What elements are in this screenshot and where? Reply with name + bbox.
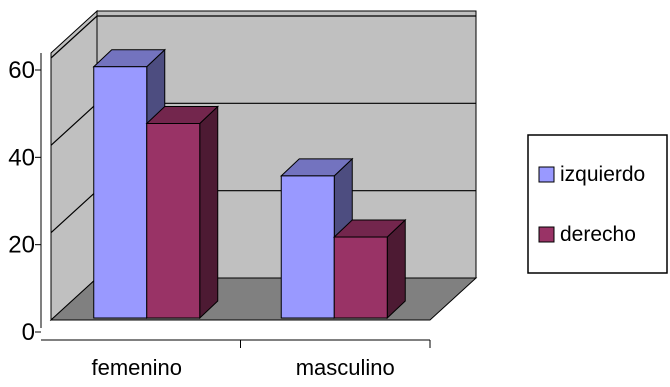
bar-femenino-izquierdo [93, 66, 148, 319]
y-tick-label: 60 [8, 57, 35, 84]
bar-masculino-izquierdo [280, 175, 335, 319]
bar-side [199, 105, 219, 320]
x-category-label: masculino [296, 355, 395, 380]
legend-swatch-izquierdo [538, 166, 555, 183]
bar-masculino-derecho [333, 236, 388, 319]
legend-swatch-derecho [538, 226, 555, 243]
side-wall [50, 9, 98, 322]
y-tick-label: 20 [8, 232, 35, 259]
y-tick-label: 40 [8, 144, 35, 171]
x-category-labels: femenino masculino [91, 355, 394, 380]
y-tick-label: 0 [22, 319, 35, 346]
legend-label-derecho: derecho [560, 223, 636, 246]
legend-label-izquierdo: izquierdo [560, 163, 645, 186]
y-tick-labels: 0 20 40 60 [8, 57, 35, 346]
gridline [50, 15, 476, 59]
bars [92, 48, 407, 320]
bar-femenino-derecho [146, 123, 201, 319]
x-category-label: femenino [91, 355, 182, 380]
legend: izquierdo derecho [527, 134, 668, 274]
axes [35, 53, 431, 348]
legend-box [527, 134, 668, 274]
